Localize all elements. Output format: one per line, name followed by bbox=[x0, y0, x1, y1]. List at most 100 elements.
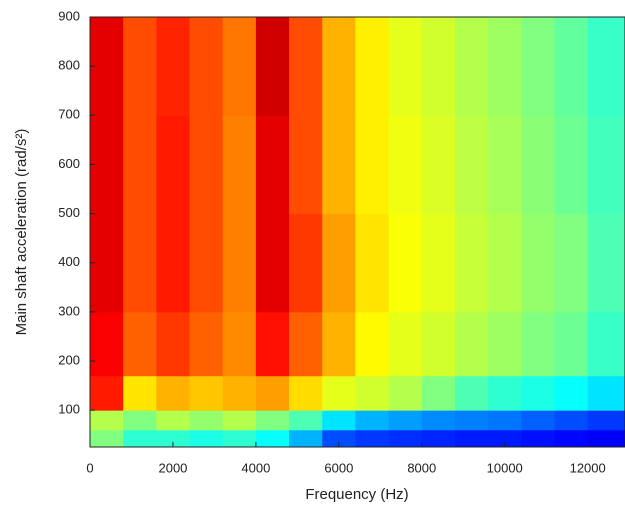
heatmap-cell bbox=[355, 429, 390, 448]
x-tick-label: 4000 bbox=[241, 460, 270, 475]
heatmap-cell bbox=[554, 429, 589, 448]
heatmap-cell bbox=[355, 311, 390, 377]
heatmap-cell bbox=[90, 410, 124, 431]
heatmap-cell bbox=[421, 375, 456, 411]
heatmap-cell bbox=[189, 375, 224, 411]
heatmap-cell bbox=[189, 115, 224, 215]
heatmap-cell bbox=[521, 429, 555, 448]
heatmap-cell bbox=[322, 375, 356, 411]
heatmap-cell bbox=[388, 375, 423, 411]
heatmap-cell bbox=[521, 375, 555, 411]
y-tick-label: 400 bbox=[58, 254, 80, 269]
heatmap-cell bbox=[255, 311, 290, 377]
x-tick-label: 6000 bbox=[324, 460, 353, 475]
heatmap-cell bbox=[123, 311, 157, 377]
y-tick-label: 300 bbox=[58, 303, 80, 318]
heatmap-cell bbox=[156, 375, 191, 411]
heatmap-cell bbox=[421, 410, 456, 431]
heatmap-cell bbox=[521, 311, 555, 377]
heatmap-cell bbox=[90, 311, 124, 377]
heatmap-cell bbox=[454, 429, 489, 448]
heatmap-cell bbox=[421, 115, 456, 215]
heatmap-cell bbox=[90, 17, 124, 116]
heatmap-cell bbox=[255, 375, 290, 411]
heatmap-cell bbox=[421, 311, 456, 377]
heatmap-cell bbox=[587, 429, 625, 448]
heatmap-cell bbox=[189, 17, 224, 116]
heatmap-cell bbox=[521, 115, 555, 215]
heatmap-cell bbox=[554, 17, 589, 116]
heatmap-cell bbox=[156, 17, 191, 116]
heatmap-cell bbox=[123, 115, 157, 215]
heatmap-cell bbox=[454, 375, 489, 411]
heatmap-cell bbox=[123, 410, 157, 431]
heatmap-cell bbox=[521, 410, 555, 431]
heatmap-cell bbox=[388, 115, 423, 215]
y-tick-label: 900 bbox=[58, 8, 80, 23]
y-tick-label: 600 bbox=[58, 156, 80, 171]
heatmap-cell bbox=[488, 311, 522, 377]
heatmap-cell bbox=[90, 429, 124, 448]
heatmap-cell bbox=[255, 17, 290, 116]
heatmap-cell bbox=[289, 115, 323, 215]
heatmap-cell bbox=[355, 410, 390, 431]
heatmap-cell bbox=[189, 429, 224, 448]
heatmap-cell bbox=[255, 115, 290, 215]
heatmap-cell bbox=[488, 17, 522, 116]
heatmap-cell bbox=[421, 429, 456, 448]
x-tick-label: 8000 bbox=[407, 460, 436, 475]
heatmap-cell bbox=[222, 311, 257, 377]
x-tick-label: 2000 bbox=[158, 460, 187, 475]
y-tick-label: 500 bbox=[58, 205, 80, 220]
heatmap bbox=[90, 17, 625, 448]
heatmap-cell bbox=[421, 17, 456, 116]
heatmap-cell bbox=[355, 375, 390, 411]
heatmap-cell bbox=[255, 213, 290, 313]
x-tick-label: 10000 bbox=[487, 460, 523, 475]
x-tick-label: 0 bbox=[86, 460, 93, 475]
heatmap-cell bbox=[554, 311, 589, 377]
heatmap-cell bbox=[488, 375, 522, 411]
heatmap-cell bbox=[289, 410, 323, 431]
heatmap-cell bbox=[521, 17, 555, 116]
heatmap-cell bbox=[488, 429, 522, 448]
heatmap-cell bbox=[189, 213, 224, 313]
y-axis-title: Main shaft acceleration (rad/s²) bbox=[13, 129, 30, 336]
heatmap-cell bbox=[554, 375, 589, 411]
heatmap-cell bbox=[554, 410, 589, 431]
heatmap-cell bbox=[289, 429, 323, 448]
heatmap-cell bbox=[123, 17, 157, 116]
heatmap-cell bbox=[222, 410, 257, 431]
heatmap-cell bbox=[90, 375, 124, 411]
heatmap-cell bbox=[189, 311, 224, 377]
heatmap-cell bbox=[222, 115, 257, 215]
heatmap-cell bbox=[454, 213, 489, 313]
heatmap-cell bbox=[255, 410, 290, 431]
heatmap-cell bbox=[123, 429, 157, 448]
heatmap-cell bbox=[587, 375, 625, 411]
heatmap-cell bbox=[587, 17, 625, 116]
heatmap-cell bbox=[322, 17, 356, 116]
heatmap-cell bbox=[587, 213, 625, 313]
heatmap-cell bbox=[322, 429, 356, 448]
heatmap-cell bbox=[156, 410, 191, 431]
heatmap-cell bbox=[587, 115, 625, 215]
heatmap-cell bbox=[454, 311, 489, 377]
heatmap-cell bbox=[388, 429, 423, 448]
heatmap-cell bbox=[488, 213, 522, 313]
heatmap-cell bbox=[156, 311, 191, 377]
heatmap-cell bbox=[355, 17, 390, 116]
plot-frame bbox=[89, 16, 625, 448]
heatmap-cell bbox=[521, 213, 555, 313]
heatmap-cell bbox=[322, 410, 356, 431]
heatmap-cell bbox=[322, 213, 356, 313]
x-axis-title: Frequency (Hz) bbox=[305, 486, 408, 503]
heatmap-cell bbox=[454, 17, 489, 116]
heatmap-cell bbox=[222, 429, 257, 448]
heatmap-cell bbox=[123, 375, 157, 411]
heatmap-cell bbox=[255, 429, 290, 448]
heatmap-cell bbox=[123, 213, 157, 313]
heatmap-cell bbox=[322, 115, 356, 215]
heatmap-cell bbox=[222, 17, 257, 116]
heatmap-cell bbox=[156, 213, 191, 313]
